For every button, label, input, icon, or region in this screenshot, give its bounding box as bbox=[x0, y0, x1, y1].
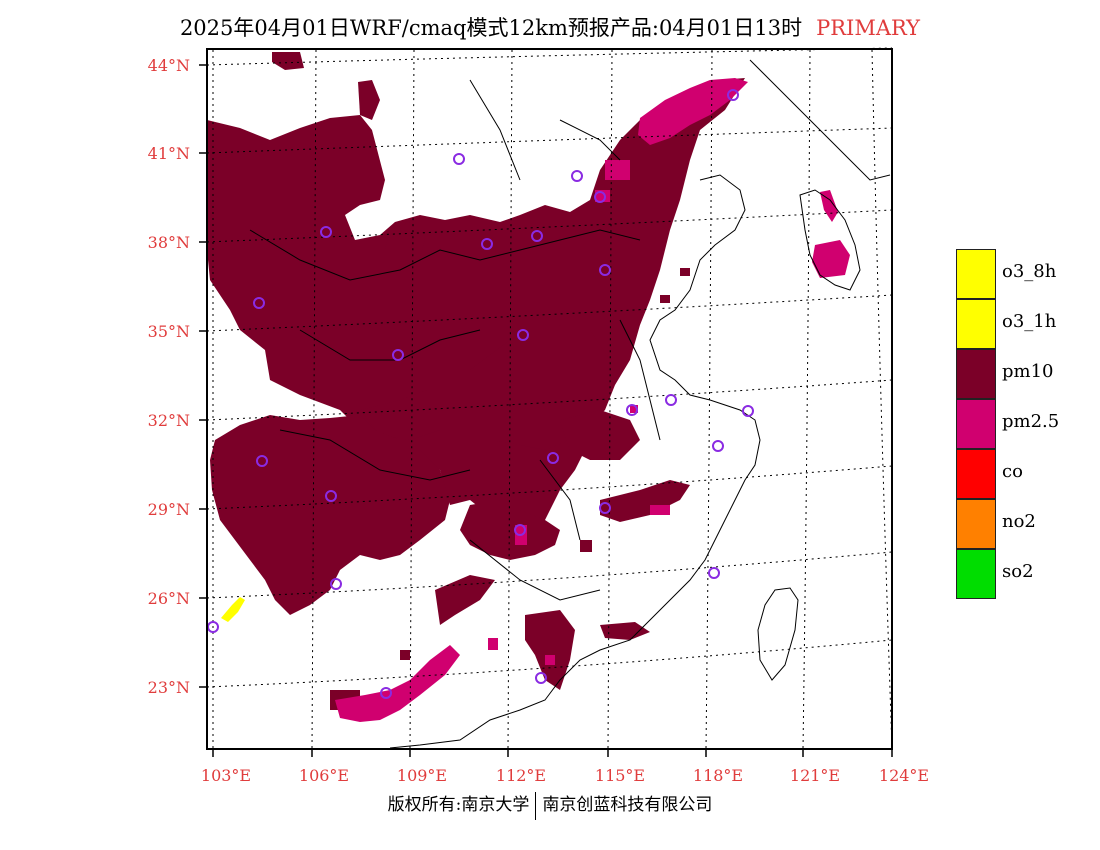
title-text: 2025年04月01日WRF/cmaq模式12km预报产品:04月01日13时 bbox=[179, 16, 803, 40]
legend-label: pm2.5 bbox=[1002, 411, 1060, 432]
lon-label: 106°E bbox=[298, 766, 350, 785]
lat-label: 29°N bbox=[147, 500, 190, 519]
lon-label: 124°E bbox=[878, 766, 930, 785]
pm10-band-central bbox=[360, 325, 610, 450]
lon-label: 118°E bbox=[692, 766, 744, 785]
pm10-southwest bbox=[210, 415, 450, 615]
footer-separator bbox=[535, 791, 537, 820]
pm10-regions bbox=[207, 52, 745, 710]
plot-frame bbox=[206, 48, 893, 750]
pm10-north-central bbox=[207, 78, 745, 545]
copyright-footer: 版权所有:南京大学 南京创蓝科技有限公司 bbox=[0, 790, 1100, 820]
pm10-south-strip bbox=[435, 575, 495, 625]
lat-label: 26°N bbox=[147, 589, 190, 608]
legend-label: so2 bbox=[1002, 561, 1034, 582]
station-marker bbox=[742, 405, 754, 417]
station-marker bbox=[380, 687, 392, 699]
station-marker bbox=[712, 440, 724, 452]
station-marker bbox=[727, 89, 739, 101]
northeast-border bbox=[749, 59, 891, 181]
lat-label: 38°N bbox=[147, 233, 190, 252]
station-marker bbox=[514, 524, 526, 536]
pm25-korea-north bbox=[820, 190, 838, 222]
lon-label: 109°E bbox=[396, 766, 448, 785]
pm25-guangxi bbox=[335, 645, 460, 722]
pm10-south-small bbox=[600, 622, 650, 640]
legend-swatch bbox=[956, 349, 996, 399]
korea-coast bbox=[799, 189, 861, 291]
station-marker bbox=[253, 297, 265, 309]
legend-swatch bbox=[956, 449, 996, 499]
pm10-top bbox=[272, 52, 304, 70]
primary-tag: PRIMARY bbox=[816, 16, 921, 40]
legend-swatch bbox=[956, 299, 996, 349]
legend-swatch bbox=[956, 499, 996, 549]
legend-label: o3_8h bbox=[1002, 261, 1057, 282]
copyright-right: 南京创蓝科技有限公司 bbox=[542, 795, 713, 815]
station-marker bbox=[320, 226, 332, 238]
o3-patch bbox=[221, 597, 245, 622]
pm10-south-central bbox=[460, 500, 560, 560]
station-marker bbox=[453, 153, 465, 165]
legend-swatch bbox=[956, 549, 996, 599]
taiwan bbox=[757, 587, 799, 681]
station-marker bbox=[535, 672, 547, 684]
graticule bbox=[206, 47, 893, 750]
station-marker bbox=[517, 329, 529, 341]
coastline bbox=[389, 174, 761, 749]
station-marker bbox=[599, 264, 611, 276]
station-marker bbox=[665, 394, 677, 406]
station-marker bbox=[626, 404, 638, 416]
pm10-guangdong bbox=[525, 610, 575, 690]
lat-label: 32°N bbox=[147, 411, 190, 430]
station-marker bbox=[571, 170, 583, 182]
lon-label: 121°E bbox=[789, 766, 841, 785]
lon-label: 112°E bbox=[495, 766, 547, 785]
lon-label: 115°E bbox=[594, 766, 646, 785]
station-marker bbox=[531, 230, 543, 242]
station-marker bbox=[325, 490, 337, 502]
axis-ticks bbox=[199, 64, 893, 757]
lat-label: 35°N bbox=[147, 322, 190, 341]
legend-label: o3_1h bbox=[1002, 311, 1057, 332]
station-markers bbox=[207, 89, 754, 699]
lat-label: 23°N bbox=[147, 678, 190, 697]
legend-label: no2 bbox=[1002, 511, 1036, 532]
copyright-left: 版权所有:南京大学 bbox=[387, 795, 530, 815]
legend-swatch bbox=[956, 249, 996, 299]
pm10-east-plain bbox=[560, 410, 640, 460]
lon-label: 103°E bbox=[200, 766, 252, 785]
station-marker bbox=[392, 349, 404, 361]
pm10-upper-central bbox=[385, 222, 425, 262]
lat-label: 44°N bbox=[147, 56, 190, 75]
station-marker bbox=[594, 191, 606, 203]
lat-label: 41°N bbox=[147, 144, 190, 163]
station-marker bbox=[256, 455, 268, 467]
pm25-northeast bbox=[638, 78, 748, 145]
legend-label: pm10 bbox=[1002, 361, 1054, 382]
station-marker bbox=[708, 567, 720, 579]
station-marker bbox=[481, 238, 493, 250]
station-marker bbox=[547, 452, 559, 464]
pm25-korea bbox=[812, 240, 850, 278]
station-marker bbox=[599, 502, 611, 514]
legend-swatch bbox=[956, 399, 996, 449]
legend-label: co bbox=[1002, 461, 1023, 482]
pm10-northwest-arm bbox=[358, 80, 380, 120]
map-title: 2025年04月01日WRF/cmaq模式12km预报产品:04月01日13时 P… bbox=[0, 12, 1100, 42]
station-marker bbox=[330, 578, 342, 590]
pm10-east-strip bbox=[600, 480, 690, 522]
